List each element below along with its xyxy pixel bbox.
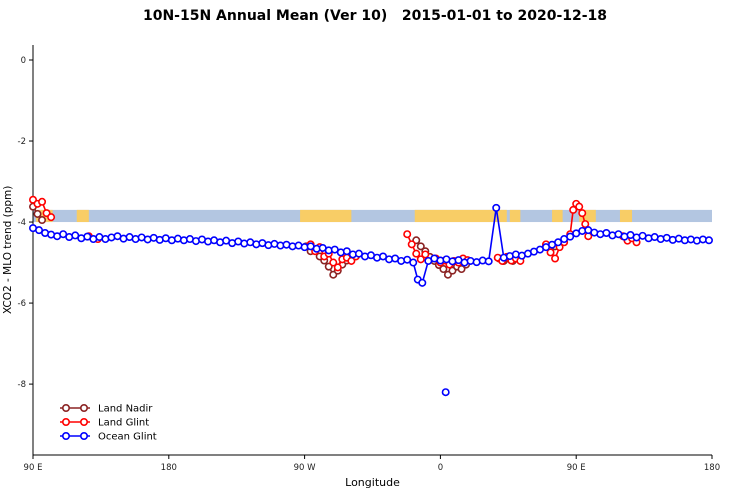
x-tick-label: 90 E	[24, 463, 43, 473]
ocean-glint-point	[403, 255, 412, 264]
legend-marker-land-glint	[80, 417, 89, 426]
surface-band-land	[300, 209, 352, 223]
ocean-glint-point	[704, 236, 713, 245]
legend-label-land-nadir: Land Nadir	[98, 404, 153, 415]
legend-label-land-glint: Land Glint	[98, 418, 149, 429]
land-nadir-point	[38, 216, 47, 225]
legend-marker-land-nadir	[61, 403, 70, 412]
land-glint-point	[403, 230, 412, 239]
surface-band-land	[509, 209, 521, 223]
x-tick-label: 180	[704, 463, 720, 473]
legend-marker-land-glint	[61, 417, 70, 426]
y-tick-label: -8	[18, 380, 26, 390]
legend-marker-ocean-glint	[61, 431, 70, 440]
ocean-glint-point	[441, 388, 450, 397]
legend-marker-ocean-glint	[80, 431, 89, 440]
y-tick-label: -2	[18, 137, 26, 147]
ocean-glint-point	[330, 245, 339, 254]
legend-label-ocean-glint: Ocean Glint	[98, 432, 157, 443]
land-glint-point	[333, 263, 342, 272]
ocean-glint-point	[566, 232, 575, 241]
land-glint-point	[569, 205, 578, 214]
y-tick-label: -4	[18, 218, 26, 228]
y-tick-label: -6	[18, 299, 26, 309]
land-glint-point	[329, 258, 338, 267]
y-tick-label: 0	[21, 56, 26, 66]
ocean-glint-point	[484, 257, 493, 266]
x-tick-label: 0	[438, 463, 443, 473]
surface-band-land	[76, 209, 89, 223]
land-glint-point	[412, 249, 421, 258]
land-glint-point	[578, 209, 587, 218]
x-tick-label: 90 W	[294, 463, 317, 473]
land-glint-point	[551, 254, 560, 263]
land-glint-point	[421, 250, 430, 259]
legend-marker-land-nadir	[80, 403, 89, 412]
land-glint-point	[581, 220, 590, 229]
land-nadir-point	[457, 265, 466, 274]
surface-band-land	[619, 209, 633, 223]
ocean-glint-point	[59, 230, 68, 239]
chart-title: 10N-15N Annual Mean (Ver 10) 2015-01-01 …	[142, 8, 608, 24]
land-glint-point	[407, 240, 416, 249]
land-glint-point	[575, 202, 584, 211]
x-axis-label: Longitude	[345, 476, 400, 489]
ocean-glint-point	[409, 258, 418, 267]
x-tick-label: 90 E	[567, 463, 586, 473]
ocean-glint-point	[418, 278, 427, 287]
land-nadir-point	[33, 209, 42, 218]
land-glint-point	[416, 255, 425, 264]
surface-band-land	[552, 209, 563, 223]
land-nadir-point	[416, 242, 425, 251]
land-glint-point	[546, 248, 555, 257]
land-glint-point	[47, 213, 56, 222]
ocean-glint-point	[492, 203, 501, 212]
x-tick-label: 180	[161, 463, 177, 473]
ocean-glint-point	[342, 247, 351, 256]
ocean-glint-point	[379, 252, 388, 261]
land-nadir-point	[439, 265, 448, 274]
surface-band-land	[414, 209, 507, 223]
ocean-glint-point	[71, 231, 80, 240]
ocean-glint-point	[354, 249, 363, 258]
land-glint-point	[38, 197, 47, 206]
ocean-glint-point	[35, 226, 44, 235]
ocean-glint-point	[554, 238, 563, 247]
surface-band-ocean	[33, 209, 712, 223]
